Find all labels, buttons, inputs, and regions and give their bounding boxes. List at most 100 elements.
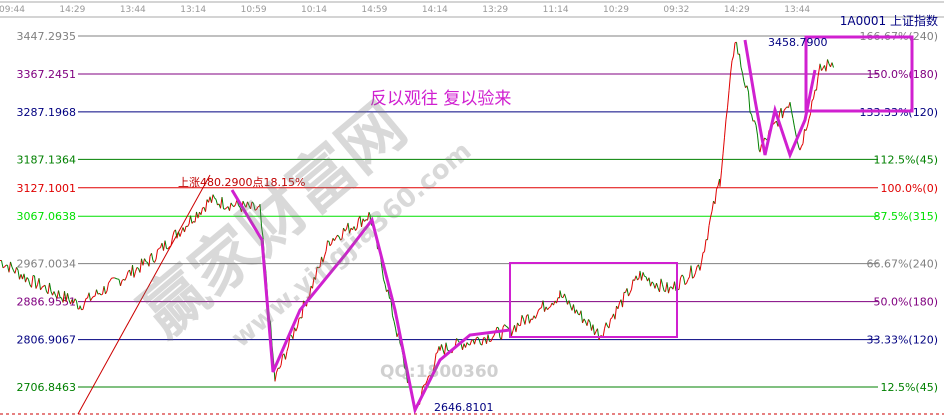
price-segment	[100, 293, 103, 296]
price-segment	[169, 245, 172, 248]
price-segment	[172, 231, 175, 238]
fib-level-price: 2967.0034	[17, 258, 77, 271]
price-segment	[780, 108, 783, 119]
price-segment	[614, 306, 617, 320]
price-segment	[434, 353, 437, 366]
price-segment	[660, 278, 663, 285]
price-segment	[487, 334, 490, 342]
price-segment	[707, 225, 710, 240]
price-segment	[118, 279, 121, 287]
price-segment	[139, 258, 142, 273]
price-segment	[687, 276, 690, 280]
price-segment	[355, 228, 358, 231]
price-segment	[635, 275, 638, 281]
price-segment	[547, 307, 550, 310]
price-segment	[383, 279, 386, 285]
price-segment	[120, 280, 123, 287]
price-segment	[550, 302, 553, 307]
price-segment	[662, 284, 665, 291]
time-tick-label: 13:44	[784, 5, 810, 15]
price-segment	[340, 238, 343, 241]
price-segment	[714, 189, 717, 204]
price-segment	[94, 289, 97, 297]
price-segment	[338, 236, 341, 241]
price-segment	[367, 212, 370, 221]
price-segment	[136, 267, 139, 269]
price-segment	[422, 384, 425, 388]
price-segment	[568, 300, 571, 307]
price-segment	[261, 226, 264, 238]
price-segment	[751, 114, 754, 122]
price-segment	[2, 266, 5, 269]
price-segment	[103, 286, 106, 295]
price-segment	[588, 319, 591, 323]
price-segment	[808, 113, 811, 120]
price-segment	[390, 299, 393, 316]
price-segment	[704, 239, 707, 252]
price-segment	[719, 170, 722, 187]
price-segment	[791, 111, 794, 119]
price-segment	[224, 207, 227, 210]
price-segment	[175, 229, 178, 239]
price-segment	[789, 102, 792, 112]
price-segment	[242, 200, 245, 205]
price-segment	[813, 89, 816, 99]
price-segment	[811, 98, 814, 102]
price-segment	[645, 276, 648, 282]
price-segment	[99, 293, 102, 296]
price-segment	[529, 318, 532, 324]
price-segment	[727, 90, 730, 108]
price-segment	[544, 306, 547, 312]
price-segment	[469, 340, 472, 346]
price-segment	[807, 118, 810, 127]
price-segment	[187, 223, 190, 227]
price-segment	[644, 275, 647, 278]
chart-header: 1A0001 上证指数	[840, 12, 938, 29]
fib-level-price: 3127.1001	[17, 182, 77, 195]
price-segment	[392, 315, 395, 322]
price-segment	[605, 322, 608, 327]
price-segment	[384, 283, 387, 292]
low-annotation: 2646.8101	[434, 401, 494, 414]
price-segment	[794, 127, 797, 136]
price-segment	[62, 291, 65, 303]
price-segment	[40, 287, 43, 291]
price-segment	[559, 290, 562, 298]
price-segment	[151, 253, 154, 261]
price-segment	[211, 194, 214, 203]
price-segment	[114, 277, 117, 279]
motto-annotation: 反以观往 复以验来	[370, 89, 512, 109]
price-segment	[573, 304, 576, 314]
price-segment	[238, 205, 241, 208]
price-segment	[259, 204, 262, 227]
price-segment	[31, 275, 34, 288]
price-segment	[749, 111, 752, 115]
price-segment	[466, 342, 469, 345]
price-segment	[716, 185, 719, 190]
price-segment	[319, 256, 322, 267]
price-segment	[274, 372, 277, 382]
highlight-wave-right	[743, 39, 817, 160]
price-segment	[145, 261, 148, 263]
price-segment	[708, 217, 711, 226]
price-segment	[347, 222, 350, 234]
price-segment	[733, 42, 736, 57]
price-segment	[88, 292, 91, 301]
price-segment	[23, 273, 26, 283]
price-segment	[520, 315, 523, 326]
time-tick-label: 14:29	[724, 5, 750, 15]
price-segment	[395, 327, 398, 337]
price-segment	[349, 227, 352, 234]
price-segment	[759, 144, 762, 153]
price-segment	[368, 212, 371, 216]
price-segment	[381, 268, 384, 280]
price-segment	[41, 285, 44, 288]
price-segment	[11, 266, 14, 271]
price-segment	[477, 336, 480, 340]
price-segment	[456, 338, 459, 341]
price-segment	[465, 342, 468, 348]
price-segment	[565, 298, 568, 305]
price-segment	[827, 59, 830, 65]
price-segment	[341, 227, 344, 239]
price-segment	[748, 92, 751, 113]
